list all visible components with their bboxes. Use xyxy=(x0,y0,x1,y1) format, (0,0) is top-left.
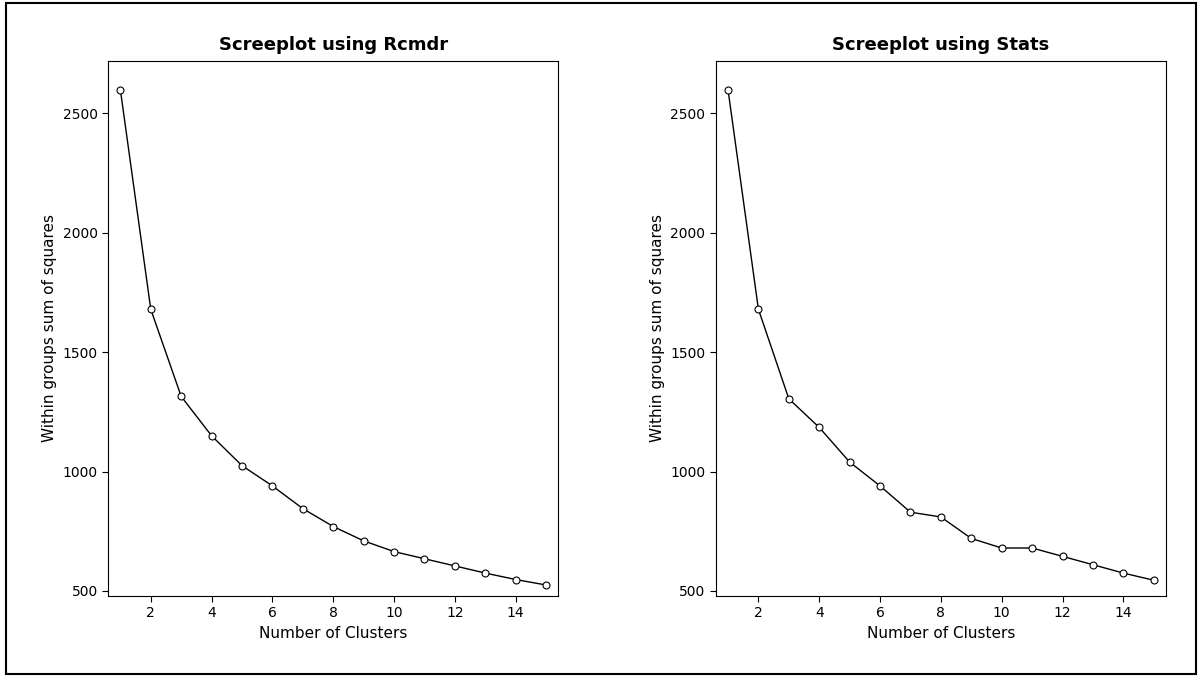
Title: Screeplot using Stats: Screeplot using Stats xyxy=(832,36,1049,53)
Title: Screeplot using Rcmdr: Screeplot using Rcmdr xyxy=(219,36,448,53)
Y-axis label: Within groups sum of squares: Within groups sum of squares xyxy=(42,215,56,442)
Y-axis label: Within groups sum of squares: Within groups sum of squares xyxy=(650,215,665,442)
X-axis label: Number of Clusters: Number of Clusters xyxy=(260,626,407,640)
X-axis label: Number of Clusters: Number of Clusters xyxy=(867,626,1014,640)
